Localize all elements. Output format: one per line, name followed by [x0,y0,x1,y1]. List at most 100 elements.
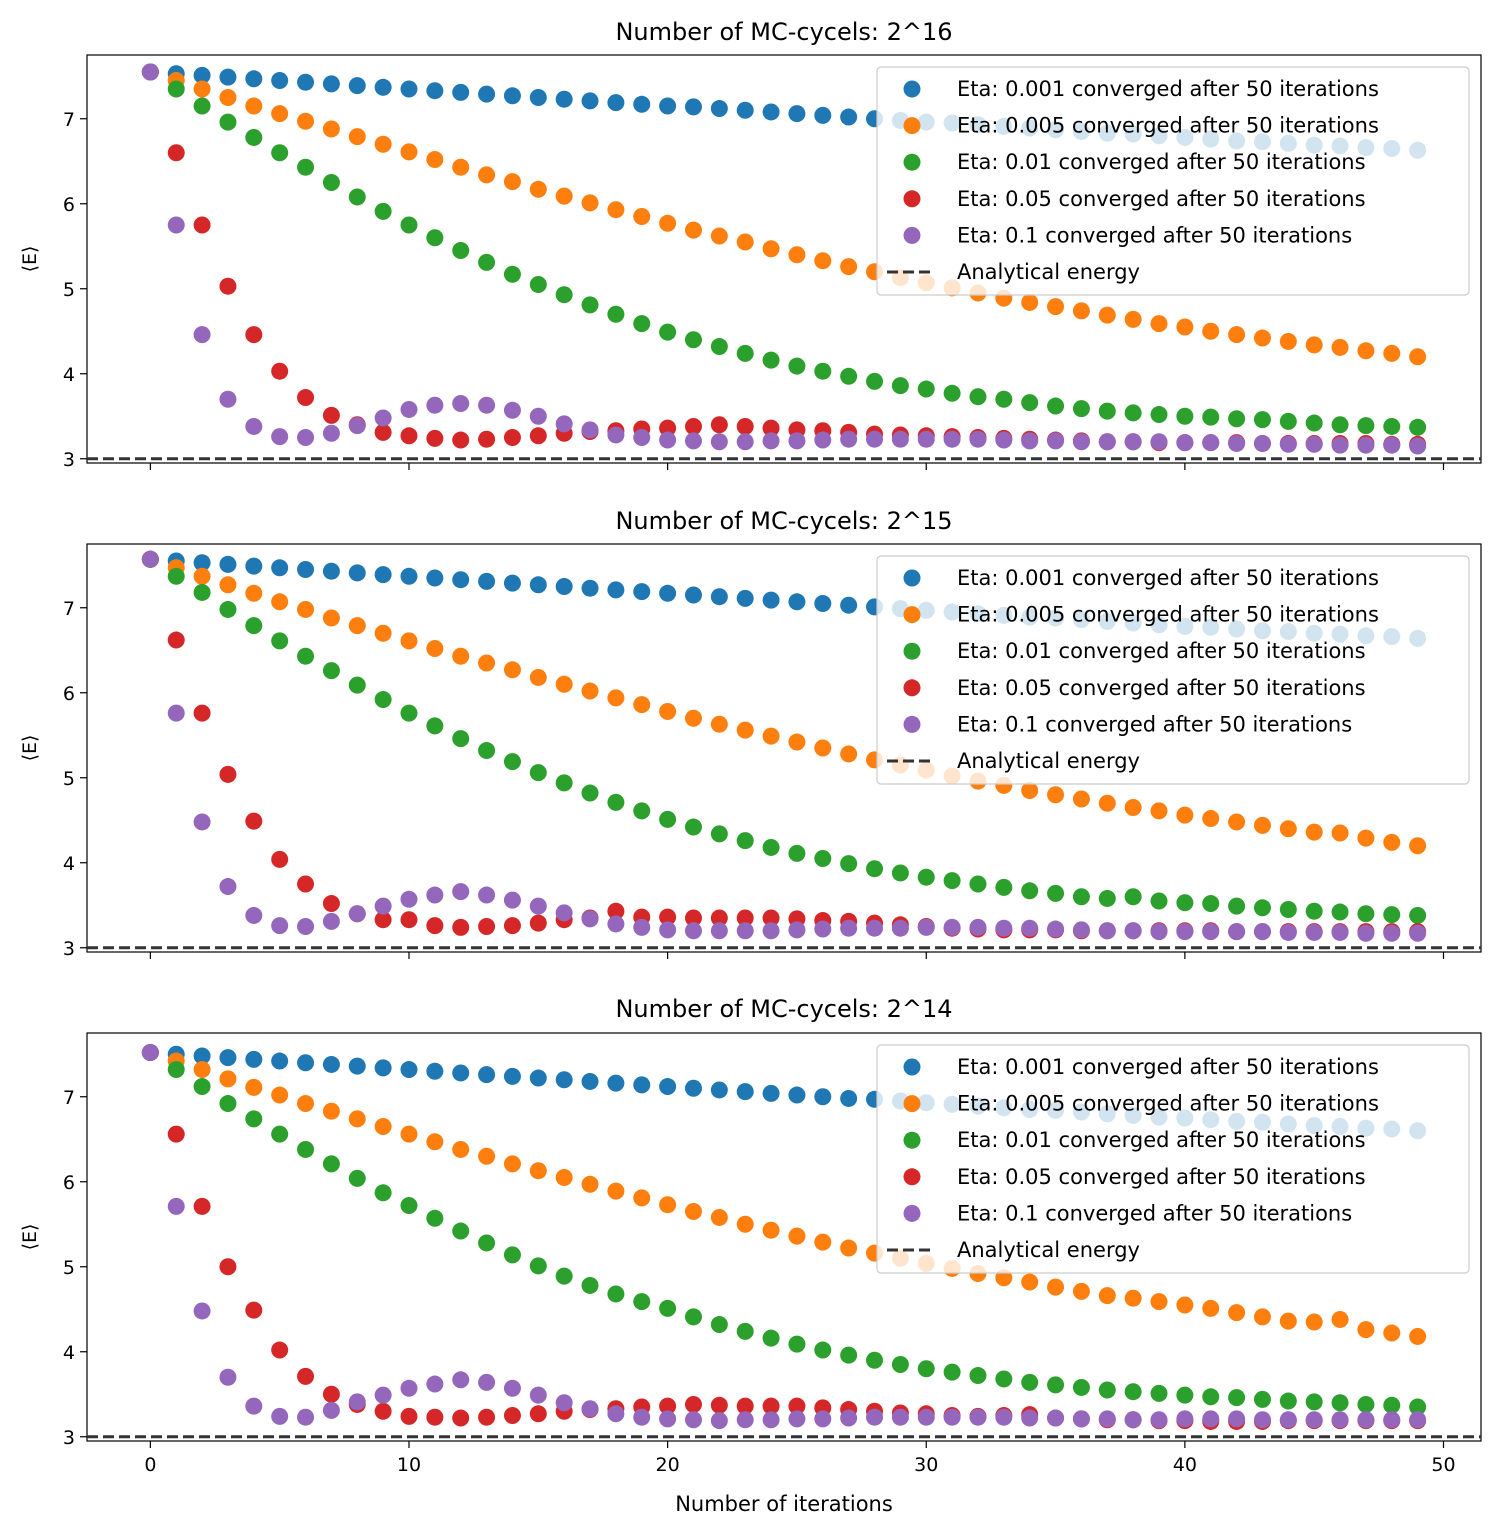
data-point [297,112,315,130]
data-point [1150,923,1168,941]
data-point [762,1084,780,1102]
data-point [607,305,625,323]
data-point [374,897,392,915]
legend-label: Eta: 0.005 converged after 50 iterations [957,114,1379,138]
x-tick-label: 20 [656,1454,680,1476]
data-point [167,1197,185,1215]
data-point [1072,921,1090,939]
data-point [1305,1313,1323,1331]
data-point [995,431,1013,449]
data-point [193,66,211,84]
data-point [478,918,496,935]
data-point [684,1411,702,1429]
data-point [736,1411,754,1429]
data-point [736,832,754,850]
data-point [1253,816,1271,834]
data-point [1409,924,1427,942]
data-point [710,433,728,451]
data-point [1279,435,1297,453]
legend-marker [903,1095,921,1113]
data-point [1150,406,1168,424]
y-axis-label: ⟨E⟩ [19,735,41,762]
data-point [762,922,780,940]
data-point [245,617,263,635]
data-point [271,1125,289,1143]
data-point [1331,416,1349,434]
y-tick-label: 3 [63,938,75,960]
data-point [529,407,547,425]
data-point [710,100,728,118]
legend-label: Eta: 0.05 converged after 50 iterations [957,187,1366,211]
data-point [141,1044,159,1062]
data-point [1279,820,1297,838]
data-point [1409,837,1427,855]
data-point [788,432,806,450]
data-point [478,1408,496,1426]
data-point [271,362,289,380]
data-point [1383,344,1401,362]
y-tick-label: 3 [63,449,75,471]
data-point [1409,906,1427,924]
data-point [555,675,573,693]
data-point [710,588,728,606]
data-point [917,918,935,936]
data-point [633,95,651,113]
data-point [400,1061,418,1079]
data-point [788,246,806,264]
data-point [1021,293,1039,311]
legend-label: Eta: 0.05 converged after 50 iterations [957,676,1366,700]
data-point [529,914,547,932]
series-eta-2 [141,550,1427,924]
data-point [710,1396,728,1414]
y-tick-label: 4 [63,364,75,386]
data-point [1098,922,1116,940]
data-point [1331,436,1349,454]
data-point [659,1078,677,1096]
data-point [1021,432,1039,450]
data-point [1305,923,1323,941]
data-point [193,216,211,234]
data-point [271,917,289,935]
data-point [1331,903,1349,921]
data-point [529,576,547,594]
data-point [995,919,1013,937]
data-point [271,559,289,577]
data-point [659,810,677,828]
data-point [943,1363,961,1381]
data-point [943,1408,961,1426]
data-point [866,430,884,448]
data-point [1072,1282,1090,1300]
data-point [219,878,237,896]
data-point [374,78,392,96]
data-point [814,920,832,938]
data-point [736,1083,754,1101]
data-point [1228,897,1246,915]
data-point [529,427,547,445]
data-point [219,1049,237,1067]
data-point [1176,1296,1194,1314]
data-point [788,1227,806,1245]
data-point [426,1133,444,1151]
data-point [1253,1308,1271,1326]
data-point [1176,434,1194,452]
data-point [891,1408,909,1426]
data-point [400,400,418,418]
legend-marker [903,606,921,624]
data-point [193,704,211,722]
legend-label: Eta: 0.005 converged after 50 iterations [957,1092,1379,1116]
legend-label: Eta: 0.001 converged after 50 iterations [957,566,1379,590]
data-point [374,1184,392,1202]
data-point [684,432,702,450]
data-point [607,689,625,707]
data-point [607,1074,625,1092]
data-point [1228,1389,1246,1407]
data-point [478,1066,496,1084]
subplot-title: Number of MC-cycels: 2^15 [615,507,952,535]
data-point [891,1356,909,1373]
data-point [840,855,858,873]
data-point [633,1293,651,1311]
data-point [141,550,159,568]
data-point [297,918,315,935]
data-point [245,1110,263,1128]
data-point [814,850,832,867]
